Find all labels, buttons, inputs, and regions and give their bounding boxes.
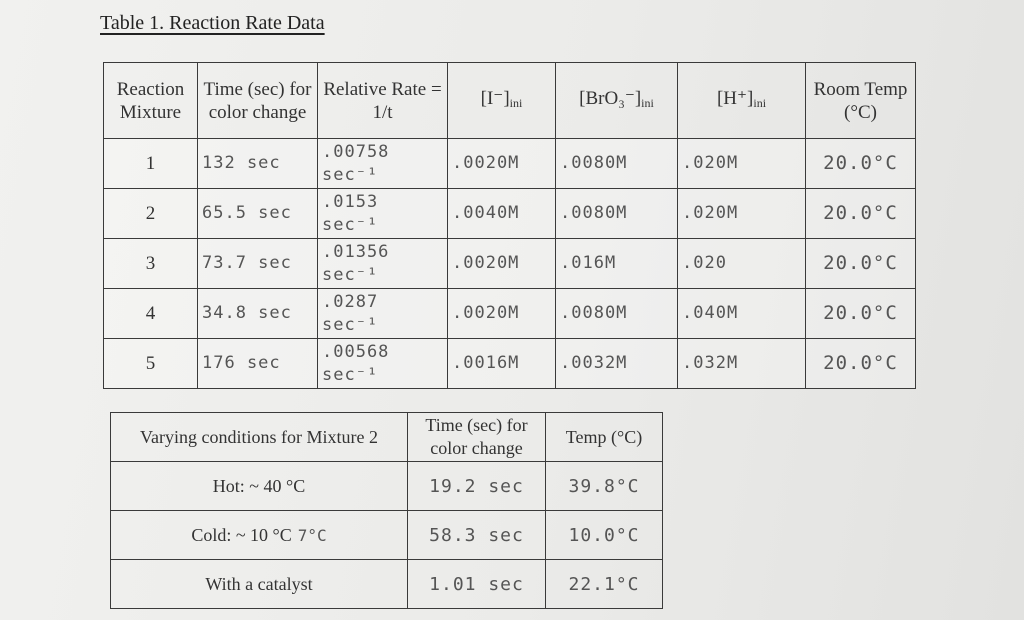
data-cell: 65.5 sec (197, 188, 318, 239)
header-cell: [H⁺]ini (677, 62, 806, 139)
data-cell: 22.1°C (545, 559, 663, 609)
data-cell: .0020M (447, 238, 556, 289)
conditions-table: Varying conditions for Mixture 2 Time (se… (110, 412, 663, 609)
handwritten-note: 7°C (297, 525, 327, 545)
data-cell: .00758 sec⁻¹ (317, 138, 448, 189)
data-cell: 20.0°C (805, 138, 916, 189)
header-cell: Time (sec) for color change (407, 412, 546, 462)
data-row: 4 34.8 sec .0287 sec⁻¹ .0020M .0080M .040M 20.… (103, 288, 916, 339)
mixture-cell: 1 (103, 138, 198, 189)
reaction-rate-table: Reaction Mixture Time (sec) for color cha… (103, 62, 916, 389)
data-cell: 1.01 sec (407, 559, 546, 609)
condition-cell: Cold: ~ 10 °C 7°C (110, 510, 408, 560)
data-cell: .0080M (555, 288, 678, 339)
data-cell: .020 (677, 238, 806, 289)
data-cell: .016M (555, 238, 678, 289)
condition-text: Hot: ~ 40 °C (212, 475, 306, 496)
data-cell: .0020M (447, 288, 556, 339)
condition-text: With a catalyst (205, 573, 313, 594)
header-cell: [I⁻]ini (447, 62, 556, 139)
data-cell: 132 sec (197, 138, 318, 189)
header-row: Reaction Mixture Time (sec) for color cha… (103, 62, 916, 139)
data-cell: .0287 sec⁻¹ (317, 288, 448, 339)
data-row: 1 132 sec .00758 sec⁻¹ .0020M .0080M .020M 20.… (103, 138, 916, 189)
mixture-cell: 4 (103, 288, 198, 339)
data-row: 2 65.5 sec .0153 sec⁻¹ .0040M .0080M .020M 20.… (103, 188, 916, 239)
header-subscript: ini (509, 95, 523, 110)
data-cell: .0032M (555, 338, 678, 389)
data-cell: .020M (677, 188, 806, 239)
data-cell: .00568 sec⁻¹ (317, 338, 448, 389)
header-cell: [BrO₃⁻]ini (555, 62, 678, 139)
header-cell: Room Temp (°C) (805, 62, 916, 139)
header-cell: Reaction Mixture (103, 62, 198, 139)
data-row: With a catalyst 1.01 sec 22.1°C (110, 559, 663, 609)
header-cell: Temp (°C) (545, 412, 663, 462)
mixture-cell: 5 (103, 338, 198, 389)
mixture-cell: 2 (103, 188, 198, 239)
data-cell: .020M (677, 138, 806, 189)
mixture-cell: 3 (103, 238, 198, 289)
header-text: [I⁻] (480, 87, 510, 109)
data-cell: 176 sec (197, 338, 318, 389)
data-cell: .01356 sec⁻¹ (317, 238, 448, 289)
data-row: Hot: ~ 40 °C 19.2 sec 39.8°C (110, 461, 663, 511)
data-cell: .032M (677, 338, 806, 389)
data-cell: .0080M (555, 188, 678, 239)
data-cell: 10.0°C (545, 510, 663, 560)
header-row: Varying conditions for Mixture 2 Time (se… (110, 412, 663, 462)
data-cell: 20.0°C (805, 188, 916, 239)
data-cell: 19.2 sec (407, 461, 546, 511)
header-subscript: ini (753, 95, 767, 110)
condition-text: Cold: ~ 10 °C (191, 524, 292, 545)
data-row: 3 73.7 sec .01356 sec⁻¹ .0020M .016M .020 20.0… (103, 238, 916, 289)
data-cell: 73.7 sec (197, 238, 318, 289)
header-text: [H⁺] (716, 87, 754, 109)
data-cell: 20.0°C (805, 238, 916, 289)
condition-cell: With a catalyst (110, 559, 408, 609)
data-cell: 20.0°C (805, 288, 916, 339)
data-cell: .0016M (447, 338, 556, 389)
data-cell: .0153 sec⁻¹ (317, 188, 448, 239)
data-cell: 58.3 sec (407, 510, 546, 560)
data-cell: .0040M (447, 188, 556, 239)
data-cell: 39.8°C (545, 461, 663, 511)
data-cell: .0080M (555, 138, 678, 189)
table-title: Table 1. Reaction Rate Data (100, 12, 325, 34)
header-subscript: ini (641, 95, 654, 110)
data-cell: .040M (677, 288, 806, 339)
data-row: Cold: ~ 10 °C 7°C 58.3 sec 10.0°C (110, 510, 663, 560)
data-cell: .0020M (447, 138, 556, 189)
data-row: 5 176 sec .00568 sec⁻¹ .0016M .0032M .032M 20.… (103, 338, 916, 389)
header-text: [BrO₃⁻] (579, 87, 642, 109)
data-cell: 34.8 sec (197, 288, 318, 339)
header-cell: Varying conditions for Mixture 2 (110, 412, 408, 462)
header-cell: Relative Rate = 1/t (317, 62, 448, 139)
condition-cell: Hot: ~ 40 °C (110, 461, 408, 511)
data-cell: 20.0°C (805, 338, 916, 389)
header-cell: Time (sec) for color change (197, 62, 318, 139)
